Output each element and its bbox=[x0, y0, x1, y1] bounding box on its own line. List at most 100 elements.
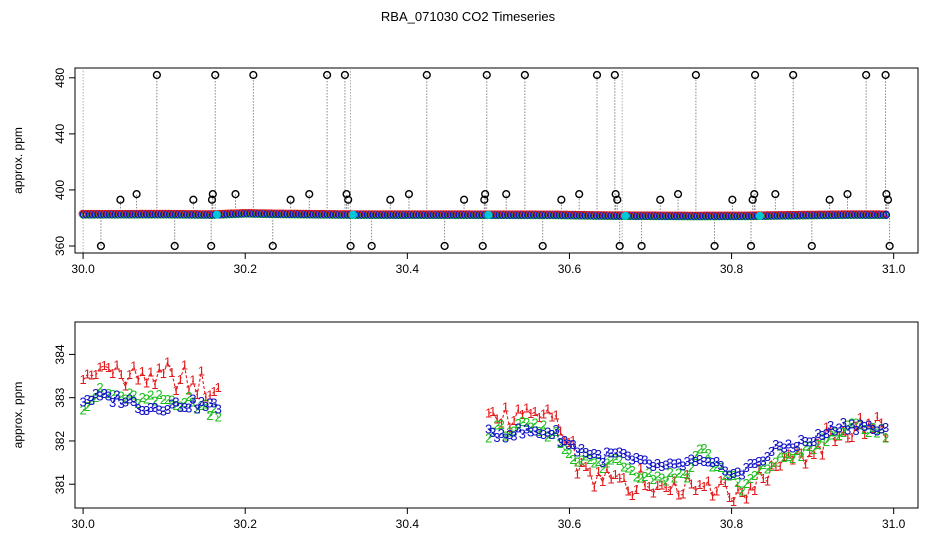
series-1-mark: 1 bbox=[650, 485, 657, 500]
series-3-mark: 3 bbox=[776, 439, 783, 454]
series-3-mark: 3 bbox=[785, 436, 792, 451]
series-2-mark: 2 bbox=[747, 471, 754, 486]
series-2-mark: 2 bbox=[696, 441, 703, 456]
series-3-mark: 3 bbox=[738, 467, 745, 482]
outlier-point bbox=[575, 190, 584, 199]
series-2-mark: 2 bbox=[793, 443, 800, 458]
series-1-mark: 1 bbox=[553, 408, 560, 423]
series-3-mark: 3 bbox=[168, 396, 175, 411]
series-2-mark: 2 bbox=[726, 468, 733, 483]
outlier-point bbox=[862, 70, 871, 80]
x-tick-label: 30.2 bbox=[234, 262, 258, 276]
outlier-point bbox=[691, 70, 701, 80]
series-2-mark: 2 bbox=[489, 424, 496, 439]
series-3-mark: 3 bbox=[578, 441, 585, 456]
series-1-mark: 1 bbox=[113, 357, 120, 372]
series-1-mark: 1 bbox=[586, 465, 593, 480]
series-3-mark: 3 bbox=[101, 386, 108, 401]
series-2-mark: 2 bbox=[591, 455, 598, 470]
outlier-point bbox=[231, 190, 240, 199]
series-2-mark: 2 bbox=[151, 394, 158, 409]
series-1-mark: 1 bbox=[118, 367, 125, 382]
series-1-mark: 1 bbox=[599, 474, 606, 489]
series-2-mark: 2 bbox=[519, 414, 526, 429]
series-3-mark: 3 bbox=[743, 460, 750, 475]
series-1-mark: 1 bbox=[776, 458, 783, 473]
series-2-mark: 2 bbox=[607, 453, 614, 468]
series-2-mark: 2 bbox=[616, 453, 623, 468]
outlier-point bbox=[478, 241, 487, 251]
series-2-mark: 2 bbox=[667, 465, 674, 480]
series-3-line bbox=[82, 393, 219, 412]
series-2-mark: 2 bbox=[172, 398, 179, 413]
series-1-mark: 1 bbox=[802, 457, 809, 472]
series-3-mark: 3 bbox=[688, 452, 695, 467]
series-3-mark: 3 bbox=[109, 395, 116, 410]
series-2-mark: 2 bbox=[122, 392, 129, 407]
series-2-mark: 2 bbox=[620, 460, 627, 475]
series-1-mark: 1 bbox=[531, 404, 538, 419]
series-2-mark: 2 bbox=[88, 392, 95, 407]
series-3-mark: 3 bbox=[198, 394, 205, 409]
series-2-mark: 2 bbox=[781, 450, 788, 465]
series-1-mark: 1 bbox=[79, 372, 86, 387]
plot-frame-2 bbox=[74, 321, 919, 509]
series-1-mark: 1 bbox=[797, 446, 804, 461]
series-2-mark: 2 bbox=[523, 415, 530, 430]
outlier-point bbox=[344, 195, 353, 204]
series-2-mark: 2 bbox=[540, 417, 547, 432]
series-3-mark: 3 bbox=[118, 396, 125, 411]
series-3-mark: 3 bbox=[134, 401, 141, 416]
series-2-mark: 2 bbox=[869, 420, 876, 435]
series-2-mark: 2 bbox=[177, 399, 184, 414]
series-1-mark: 1 bbox=[827, 424, 834, 439]
series-2-mark: 2 bbox=[92, 390, 99, 405]
series-1-mark: 1 bbox=[747, 479, 754, 494]
series-2-mark: 2 bbox=[738, 483, 745, 498]
series-2-mark: 2 bbox=[848, 415, 855, 430]
series-2-mark: 2 bbox=[709, 459, 716, 474]
series-3-mark: 3 bbox=[789, 440, 796, 455]
series-3-mark: 3 bbox=[92, 386, 99, 401]
series-2-mark: 2 bbox=[599, 461, 606, 476]
x-tick-label: 30.0 bbox=[71, 517, 95, 531]
series-1-mark: 1 bbox=[700, 479, 707, 494]
series-1-mark: 1 bbox=[793, 442, 800, 457]
x-tick-label: 30.0 bbox=[71, 262, 95, 276]
series-3-mark: 3 bbox=[105, 389, 112, 404]
series-2-mark: 2 bbox=[675, 466, 682, 481]
series-1-mark: 1 bbox=[671, 474, 678, 489]
series-1-mark: 1 bbox=[692, 483, 699, 498]
series-2-mark: 2 bbox=[717, 460, 724, 475]
series-2-mark: 2 bbox=[202, 397, 209, 412]
series-2-mark: 2 bbox=[101, 386, 108, 401]
series-1-mark: 1 bbox=[819, 447, 826, 462]
series-1-mark: 1 bbox=[810, 447, 817, 462]
chart-title: RBA_071030 CO2 Timeseries bbox=[380, 9, 556, 24]
series-3-mark: 3 bbox=[844, 422, 851, 437]
outlier-point bbox=[592, 70, 602, 80]
series-1-mark: 1 bbox=[164, 354, 171, 369]
series-3-mark: 3 bbox=[679, 459, 686, 474]
series-1-mark: 1 bbox=[645, 479, 652, 494]
series-3-mark: 3 bbox=[88, 393, 95, 408]
series-1-mark: 1 bbox=[755, 461, 762, 476]
series-1-mark: 1 bbox=[667, 483, 674, 498]
series-2-mark: 2 bbox=[810, 442, 817, 457]
series-1-mark: 1 bbox=[92, 367, 99, 382]
series-2-mark: 2 bbox=[527, 420, 534, 435]
series-3-mark: 3 bbox=[177, 400, 184, 415]
series-3-mark: 3 bbox=[215, 401, 222, 416]
series-1-mark: 1 bbox=[515, 402, 522, 417]
series-2-mark: 2 bbox=[215, 410, 222, 425]
series-3-mark: 3 bbox=[202, 399, 209, 414]
series-1-mark: 1 bbox=[215, 380, 222, 395]
series-3-mark: 3 bbox=[823, 426, 830, 441]
series-3-mark: 3 bbox=[768, 444, 775, 459]
series-3-mark: 3 bbox=[540, 427, 547, 442]
series-3-mark: 3 bbox=[629, 452, 636, 467]
series-1-mark: 1 bbox=[823, 420, 830, 435]
series-2-mark: 2 bbox=[109, 387, 116, 402]
